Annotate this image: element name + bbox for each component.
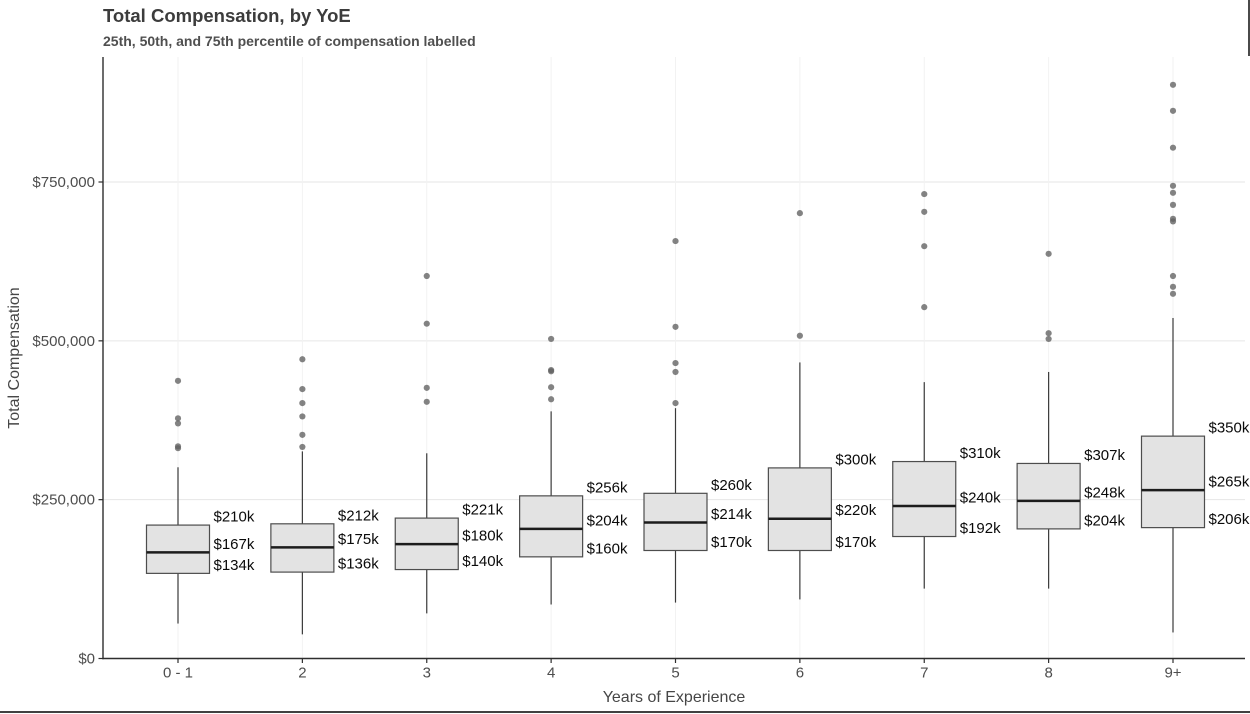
box [1016,462,1081,530]
y-tick-label: $0 [78,651,95,668]
percentile-label-q1: $140k [462,553,503,570]
outlier-point [548,366,555,374]
outlier-point [1169,272,1177,280]
outlier-point [548,396,555,403]
x-tick-label: 4 [547,665,555,682]
outlier-point [1169,189,1177,196]
outlier-point [921,304,928,311]
outlier-point [796,210,803,217]
outlier-point [548,335,555,343]
outlier-point [299,413,306,420]
percentile-label-median: $240k [960,490,1001,507]
outlier-point [672,399,679,407]
box [1140,435,1206,529]
outlier-point [1169,215,1177,222]
y-tick-label: $750,000 [32,174,95,191]
percentile-label-q3: $221k [462,502,503,519]
outlier-point [672,359,679,367]
x-tick-label: 8 [1044,665,1052,682]
outlier-point [1169,144,1177,151]
outlier-point [174,377,182,384]
chart-subtitle: 25th, 50th, and 75th percentile of compe… [103,33,476,49]
percentile-label-q1: $136k [338,556,379,573]
outlier-point [672,237,679,245]
percentile-label-median: $214k [711,506,752,523]
outlier-point [423,384,430,391]
outlier-point [1169,290,1177,297]
outlier-point [423,398,430,405]
outlier-point [299,356,306,363]
outlier-point [1169,182,1177,189]
percentile-label-q1: $170k [835,534,876,551]
percentile-label-median: $167k [214,536,255,553]
outlier-point [921,208,928,215]
y-tick-label: $250,000 [32,492,95,509]
outlier-point [1045,335,1052,343]
box [519,495,584,558]
x-tick-label: 0 - 1 [163,665,193,682]
outlier-point [1045,250,1052,257]
window-bottom-edge [0,711,1250,713]
percentile-label-median: $248k [1084,484,1125,501]
outlier-point [1169,283,1177,290]
percentile-label-q1: $160k [587,540,628,557]
x-tick-label: 9+ [1164,665,1181,682]
percentile-label-q3: $210k [214,509,255,526]
outlier-point [299,431,306,438]
outlier-point [1169,107,1177,114]
percentile-label-median: $265k [1209,474,1250,491]
outlier-point [423,320,430,327]
box [892,460,957,538]
outlier-point [1169,201,1177,208]
chart-title: Total Compensation, by YoE [103,5,351,26]
outlier-point [921,190,928,198]
percentile-label-q3: $307k [1084,447,1125,464]
x-tick-label: 7 [920,665,928,682]
percentile-label-q1: $134k [214,557,255,574]
outlier-point [423,272,430,280]
percentile-label-q1: $192k [960,520,1001,537]
percentile-label-median: $204k [587,512,628,529]
percentile-label-q1: $206k [1209,511,1250,528]
percentile-label-median: $180k [462,528,503,545]
outlier-point [1169,81,1177,88]
x-tick-label: 5 [671,665,679,682]
y-axis-title: Total Compensation [6,287,23,429]
y-tick-label: $500,000 [32,333,95,350]
x-tick-label: 6 [796,665,804,682]
x-axis-title: Years of Experience [602,689,746,706]
percentile-label-q3: $310k [960,445,1001,462]
x-tick-label: 3 [423,665,431,682]
percentile-label-q3: $300k [835,451,876,468]
percentile-label-median: $220k [835,502,876,519]
percentile-label-q1: $170k [711,534,752,551]
outlier-point [174,443,182,450]
percentile-label-median: $175k [338,531,379,548]
percentile-label-q1: $204k [1084,512,1125,529]
outlier-point [299,386,306,393]
outlier-point [299,399,306,407]
outlier-point [672,323,679,330]
box [767,467,832,552]
outlier-point [174,415,182,422]
box [145,524,211,574]
outlier-point [796,332,803,339]
window-right-edge [1248,0,1250,56]
outlier-point [548,384,555,391]
percentile-label-q3: $350k [1209,420,1250,437]
x-tick-label: 2 [298,665,306,682]
percentile-label-q3: $256k [587,479,628,496]
outlier-point [921,243,928,250]
outlier-point [299,443,306,451]
outlier-point [672,368,679,376]
outlier-point [1045,330,1052,337]
percentile-label-q3: $212k [338,507,379,524]
percentile-label-q3: $260k [711,477,752,494]
outlier-point [174,420,182,427]
